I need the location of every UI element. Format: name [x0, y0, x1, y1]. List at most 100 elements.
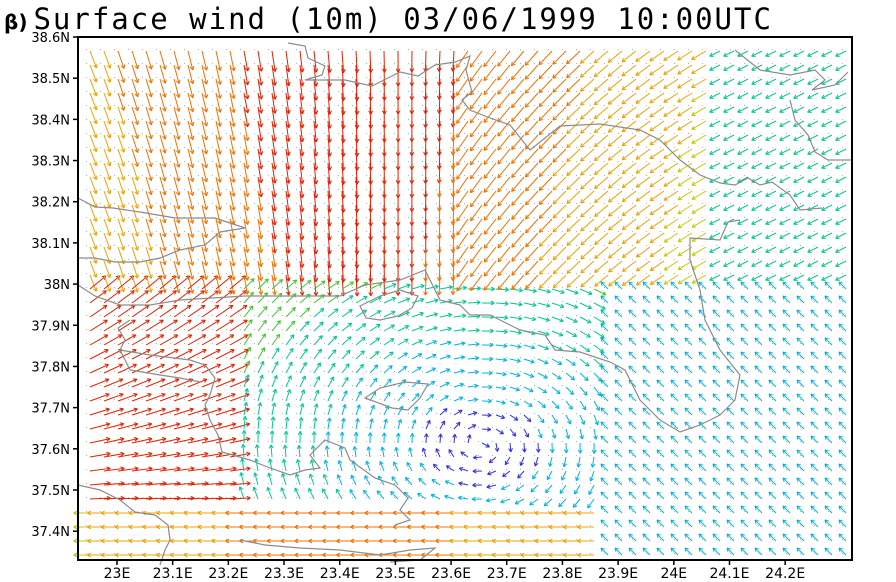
wind-arrow	[779, 218, 791, 225]
wind-arrow	[607, 176, 623, 189]
wind-arrow	[628, 281, 637, 290]
wind-arrow	[782, 281, 791, 290]
wind-arrow	[663, 232, 679, 243]
wind-arrow	[677, 204, 693, 215]
wind-arrow	[737, 218, 749, 225]
wind-arrow	[726, 421, 735, 430]
wind-arrow	[824, 281, 833, 290]
wind-arrow	[299, 274, 305, 296]
wind-arrow	[327, 308, 339, 318]
wind-arrow	[159, 378, 180, 388]
wind-arrow	[709, 162, 721, 169]
wind-arrow	[173, 319, 192, 332]
wind-arrow	[271, 274, 277, 296]
wind-arrow	[754, 379, 763, 388]
wind-arrow	[285, 389, 292, 402]
wind-arrow	[448, 449, 455, 458]
wind-arrow	[257, 218, 264, 240]
wind-arrow	[580, 162, 595, 176]
wind-arrow	[663, 218, 679, 229]
wind-arrow	[691, 148, 707, 158]
wind-arrow	[159, 246, 167, 266]
wind-arrow	[835, 204, 847, 211]
wind-arrow	[649, 260, 665, 272]
wind-arrow	[322, 473, 329, 486]
wind-arrow	[117, 363, 137, 374]
wind-arrow	[450, 50, 456, 72]
wind-arrow	[810, 295, 819, 304]
wind-arrow	[726, 491, 735, 500]
wind-arrow	[768, 421, 777, 430]
wind-arrow	[525, 204, 539, 220]
wind-arrow	[737, 78, 749, 85]
wind-arrow	[369, 337, 380, 346]
wind-arrow	[308, 473, 315, 486]
wind-arrow	[768, 519, 777, 528]
wind-arrow	[607, 50, 623, 63]
wind-arrow	[656, 323, 665, 332]
wind-arrow	[159, 260, 167, 280]
wind-arrow	[187, 218, 195, 238]
wind-arrow	[589, 470, 595, 482]
wind-arrow	[383, 365, 393, 374]
wind-arrow	[588, 484, 595, 495]
wind-arrow	[515, 484, 525, 492]
wind-arrow	[456, 120, 469, 138]
wind-arrow	[723, 204, 735, 211]
wind-arrow	[591, 442, 597, 454]
wind-arrow	[656, 351, 665, 360]
wind-arrow	[670, 519, 679, 528]
wind-arrow	[338, 445, 344, 458]
wind-arrow	[628, 393, 637, 402]
wind-arrow	[383, 338, 395, 346]
wind-arrow	[397, 352, 408, 360]
wind-arrow	[670, 379, 679, 388]
wind-arrow	[740, 365, 749, 374]
wind-arrow	[628, 519, 637, 528]
wind-arrow	[510, 78, 525, 95]
wind-arrow	[754, 365, 763, 374]
wind-arrow	[838, 281, 847, 290]
wind-arrow	[779, 246, 791, 253]
wind-arrow	[327, 281, 340, 290]
wind-arrow	[341, 376, 349, 388]
wind-arrow	[229, 495, 251, 501]
wind-arrow	[796, 351, 805, 360]
wind-arrow	[740, 323, 749, 332]
wind-arrow	[508, 442, 513, 453]
wind-arrow	[89, 148, 98, 167]
wind-arrow	[635, 190, 651, 202]
wind-arrow	[159, 304, 178, 318]
wind-arrow	[663, 260, 679, 271]
wind-arrow	[709, 106, 721, 113]
wind-arrow	[159, 451, 181, 458]
wind-arrow	[285, 334, 295, 346]
y-axis-labels: 37.4N37.5N37.6N37.7N37.8N37.9N38N38.1N38…	[31, 31, 78, 540]
wind-arrow	[782, 519, 791, 528]
wind-arrow	[563, 442, 569, 454]
wind-arrow	[145, 378, 166, 388]
wind-arrow	[524, 92, 539, 108]
wind-arrow	[782, 323, 791, 332]
wind-arrow	[723, 162, 735, 169]
wind-arrow	[768, 365, 777, 374]
wind-arrow	[779, 106, 791, 113]
wind-arrow	[726, 449, 735, 458]
wind-arrow	[425, 407, 433, 416]
wind-arrow	[600, 337, 609, 346]
x-tick-label: 23.4E	[320, 566, 360, 582]
wind-arrow	[257, 319, 267, 332]
wind-arrow	[712, 505, 721, 514]
wind-arrow	[765, 232, 777, 239]
wind-arrow	[103, 334, 123, 346]
wind-arrow	[835, 106, 847, 113]
wind-arrow	[642, 547, 651, 556]
wind-arrow	[326, 417, 332, 430]
wind-arrow	[495, 357, 507, 363]
wind-arrow	[600, 533, 609, 542]
wind-arrow	[824, 547, 833, 556]
wind-arrow	[656, 421, 665, 430]
wind-arrow	[600, 351, 609, 360]
wind-arrow	[89, 378, 110, 388]
wind-arrow	[524, 78, 539, 94]
